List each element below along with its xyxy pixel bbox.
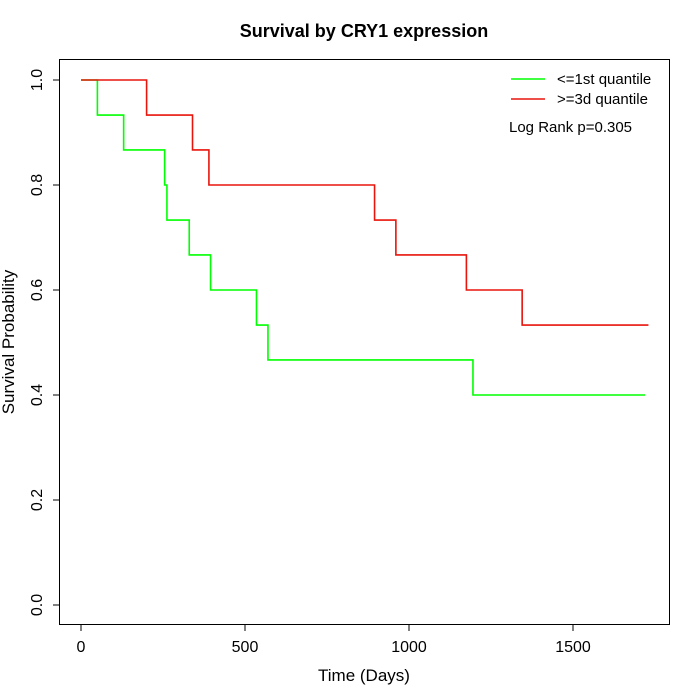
series-layer	[81, 79, 649, 396]
series-line-high	[81, 79, 649, 326]
chart-title: Survival by CRY1 expression	[240, 21, 488, 41]
x-tick-label: 500	[232, 639, 259, 656]
legend-label-high: >=3d quantile	[557, 91, 648, 108]
y-tick-label: 0.4	[29, 384, 46, 406]
legend-label-low: <=1st quantile	[557, 71, 651, 88]
x-axis: 0 500 1000 1500	[77, 624, 591, 656]
logrank-annotation: Log Rank p=0.305	[509, 119, 632, 136]
x-tick-label: 0	[77, 639, 86, 656]
x-tick-label: 1500	[555, 639, 591, 656]
plot-frame	[59, 59, 670, 625]
y-tick-label: 1.0	[29, 69, 46, 91]
x-axis-label: Time (Days)	[318, 666, 410, 685]
y-tick-label: 0.0	[29, 594, 46, 616]
y-axis: 0.0 0.2 0.4 0.6 0.8 1.0	[29, 69, 60, 616]
series-line-low	[81, 79, 646, 396]
y-tick-label: 0.8	[29, 174, 46, 196]
x-tick-label: 1000	[391, 639, 427, 656]
y-tick-label: 0.2	[29, 489, 46, 511]
legend: <=1st quantile >=3d quantile	[511, 71, 651, 108]
y-axis-label: Survival Probability	[0, 269, 18, 414]
y-tick-label: 0.6	[29, 279, 46, 301]
